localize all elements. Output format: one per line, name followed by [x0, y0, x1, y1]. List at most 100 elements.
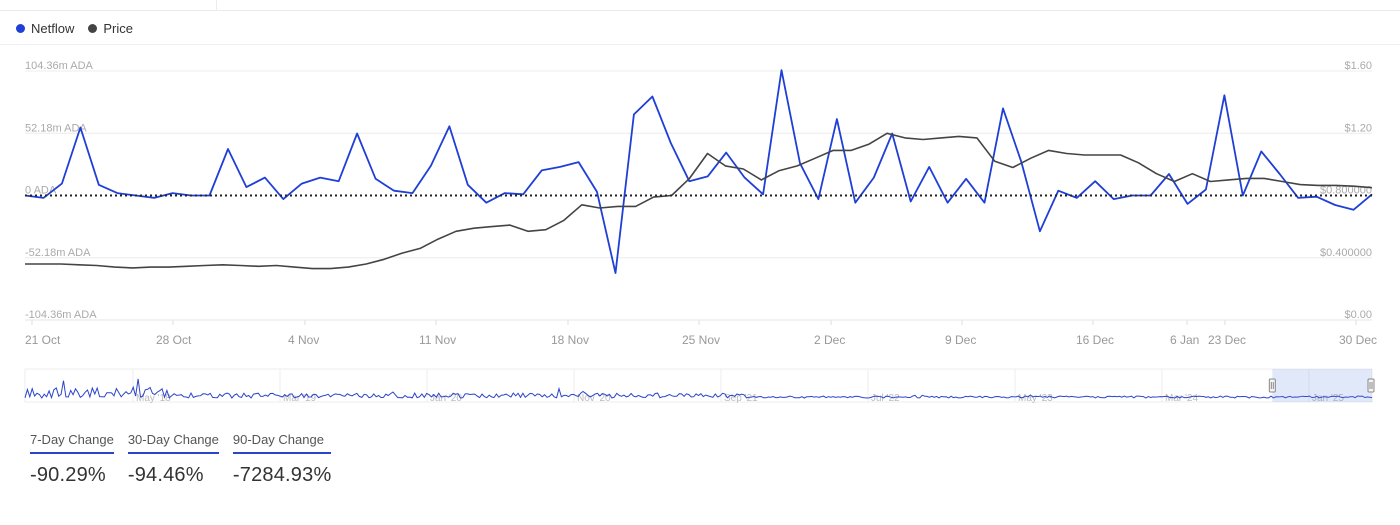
data-point-price[interactable]	[362, 260, 370, 268]
data-point-price[interactable]	[542, 226, 550, 234]
data-point-price[interactable]	[201, 262, 209, 270]
data-point-netflow[interactable]	[907, 197, 915, 205]
data-point-price[interactable]	[919, 135, 927, 143]
data-point-price[interactable]	[1081, 151, 1089, 159]
data-point-price[interactable]	[488, 223, 496, 231]
data-point-price[interactable]	[75, 261, 83, 269]
data-point-price[interactable]	[560, 216, 568, 224]
data-point-netflow[interactable]	[76, 123, 84, 131]
data-point-netflow[interactable]	[778, 66, 786, 74]
data-point-price[interactable]	[290, 263, 298, 271]
data-point-price[interactable]	[1296, 181, 1304, 189]
data-point-netflow[interactable]	[390, 187, 398, 195]
data-point-price[interactable]	[1224, 176, 1232, 184]
data-point-price[interactable]	[1260, 174, 1268, 182]
data-point-price[interactable]	[1188, 170, 1196, 178]
data-point-price[interactable]	[1135, 159, 1143, 167]
data-point-netflow[interactable]	[372, 175, 380, 183]
data-point-price[interactable]	[632, 202, 640, 210]
data-point-price[interactable]	[793, 162, 801, 170]
data-point-price[interactable]	[901, 134, 909, 142]
data-point-netflow[interactable]	[464, 181, 472, 189]
data-point-price[interactable]	[219, 261, 227, 269]
data-point-price[interactable]	[416, 244, 424, 252]
data-point-netflow[interactable]	[1313, 193, 1321, 201]
data-point-price[interactable]	[308, 265, 316, 273]
data-point-price[interactable]	[775, 167, 783, 175]
data-point-netflow[interactable]	[316, 174, 324, 182]
data-point-netflow[interactable]	[538, 166, 546, 174]
data-point-price[interactable]	[811, 154, 819, 162]
data-point-price[interactable]	[578, 201, 586, 209]
data-point-price[interactable]	[1027, 154, 1035, 162]
stat-7-day[interactable]: 7-Day Change -90.29%	[30, 432, 114, 487]
data-point-price[interactable]	[1063, 149, 1071, 157]
series-line-netflow[interactable]	[24, 69, 1373, 274]
stat-30-day[interactable]: 30-Day Change -94.46%	[127, 432, 219, 487]
legend-item-price[interactable]: Price	[88, 21, 133, 36]
data-point-netflow[interactable]	[1202, 186, 1210, 194]
data-point-price[interactable]	[398, 249, 406, 257]
data-point-netflow[interactable]	[482, 199, 490, 207]
data-point-netflow[interactable]	[1257, 147, 1265, 155]
navigator-right-handle[interactable]	[1367, 378, 1375, 393]
data-point-price[interactable]	[1009, 163, 1017, 171]
data-point-price[interactable]	[165, 263, 173, 271]
data-point-netflow[interactable]	[445, 122, 453, 130]
data-point-price[interactable]	[326, 265, 334, 273]
data-point-price[interactable]	[470, 224, 478, 232]
data-point-price[interactable]	[650, 193, 658, 201]
data-point-netflow[interactable]	[1036, 227, 1044, 235]
series-line-price[interactable]	[25, 132, 1373, 270]
data-point-price[interactable]	[596, 204, 604, 212]
data-point-netflow[interactable]	[667, 139, 675, 147]
data-point-price[interactable]	[937, 134, 945, 142]
data-point-netflow[interactable]	[704, 172, 712, 180]
data-point-price[interactable]	[757, 176, 765, 184]
navigator-selection[interactable]	[1272, 369, 1372, 402]
data-point-price[interactable]	[703, 149, 711, 157]
data-point-price[interactable]	[254, 262, 262, 270]
data-point-price[interactable]	[739, 165, 747, 173]
data-point-price[interactable]	[865, 140, 873, 148]
data-point-price[interactable]	[1170, 177, 1178, 185]
data-point-price[interactable]	[129, 264, 137, 272]
data-point-netflow[interactable]	[519, 190, 527, 198]
data-point-netflow[interactable]	[427, 162, 435, 170]
data-point-netflow[interactable]	[630, 110, 638, 118]
data-point-netflow[interactable]	[833, 115, 841, 123]
data-point-netflow[interactable]	[1183, 200, 1191, 208]
data-point-netflow[interactable]	[242, 183, 250, 191]
data-point-price[interactable]	[1314, 181, 1322, 189]
data-point-price[interactable]	[1045, 146, 1053, 154]
data-point-price[interactable]	[1278, 177, 1286, 185]
data-point-netflow[interactable]	[95, 181, 103, 189]
data-point-netflow[interactable]	[335, 177, 343, 185]
data-point-netflow[interactable]	[353, 129, 361, 137]
data-point-netflow[interactable]	[1220, 91, 1228, 99]
data-point-price[interactable]	[991, 157, 999, 165]
data-point-price[interactable]	[847, 146, 855, 154]
data-point-price[interactable]	[829, 146, 837, 154]
data-point-price[interactable]	[434, 235, 442, 243]
data-point-netflow[interactable]	[1054, 187, 1062, 195]
data-point-netflow[interactable]	[611, 269, 619, 277]
data-point-price[interactable]	[1332, 181, 1340, 189]
data-point-netflow[interactable]	[224, 145, 232, 153]
data-point-netflow[interactable]	[1276, 170, 1284, 178]
stat-90-day[interactable]: 90-Day Change -7284.93%	[232, 432, 332, 487]
data-point-netflow[interactable]	[1091, 177, 1099, 185]
data-point-netflow[interactable]	[298, 180, 306, 188]
legend-item-netflow[interactable]: Netflow	[16, 21, 74, 36]
data-point-netflow[interactable]	[759, 190, 767, 198]
data-point-price[interactable]	[1206, 177, 1214, 185]
data-point-price[interactable]	[1152, 170, 1160, 178]
data-point-price[interactable]	[57, 260, 65, 268]
data-point-price[interactable]	[1117, 151, 1125, 159]
data-point-netflow[interactable]	[593, 188, 601, 196]
data-point-netflow[interactable]	[962, 175, 970, 183]
data-point-price[interactable]	[93, 262, 101, 270]
data-point-netflow[interactable]	[58, 180, 66, 188]
data-point-netflow[interactable]	[648, 92, 656, 100]
